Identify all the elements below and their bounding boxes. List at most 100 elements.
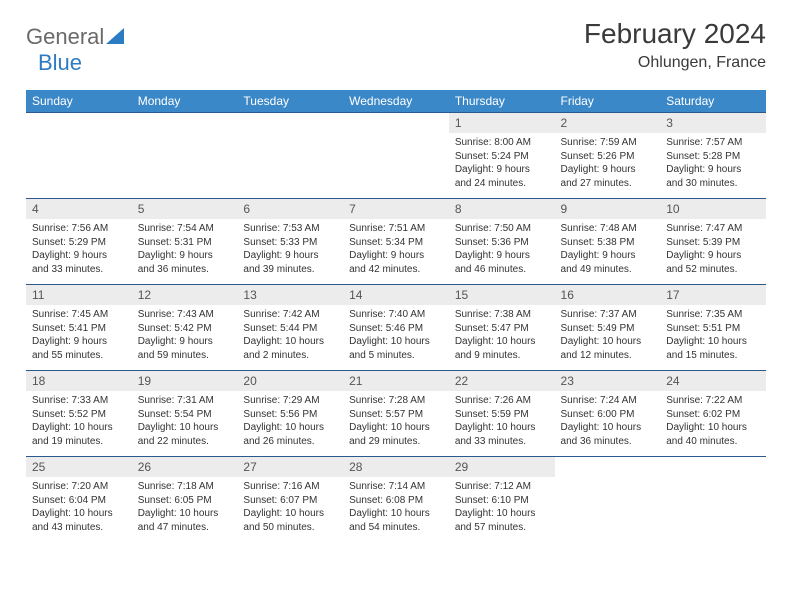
calendar-day: 10Sunrise: 7:47 AMSunset: 5:39 PMDayligh… (660, 199, 766, 285)
day-number: 25 (26, 457, 132, 477)
calendar-day: 17Sunrise: 7:35 AMSunset: 5:51 PMDayligh… (660, 285, 766, 371)
sunrise-line: Sunrise: 7:20 AM (32, 480, 126, 494)
day-info: Sunrise: 7:20 AMSunset: 6:04 PMDaylight:… (26, 477, 132, 540)
sunset-line: Sunset: 5:33 PM (243, 236, 337, 250)
calendar-week: 4Sunrise: 7:56 AMSunset: 5:29 PMDaylight… (26, 199, 766, 285)
day-info: Sunrise: 7:14 AMSunset: 6:08 PMDaylight:… (343, 477, 449, 540)
day-info: Sunrise: 7:40 AMSunset: 5:46 PMDaylight:… (343, 305, 449, 368)
sunrise-line: Sunrise: 7:26 AM (455, 394, 549, 408)
day-info: Sunrise: 7:12 AMSunset: 6:10 PMDaylight:… (449, 477, 555, 540)
sunset-line: Sunset: 5:59 PM (455, 408, 549, 422)
day-number: 13 (237, 285, 343, 305)
daylight-line: Daylight: 9 hours and 42 minutes. (349, 249, 443, 276)
daylight-line: Daylight: 9 hours and 49 minutes. (561, 249, 655, 276)
day-header: Monday (132, 90, 238, 113)
sunrise-line: Sunrise: 7:18 AM (138, 480, 232, 494)
day-number: 20 (237, 371, 343, 391)
day-info: Sunrise: 7:31 AMSunset: 5:54 PMDaylight:… (132, 391, 238, 454)
calendar-body: 1Sunrise: 8:00 AMSunset: 5:24 PMDaylight… (26, 113, 766, 543)
day-header: Saturday (660, 90, 766, 113)
daylight-line: Daylight: 9 hours and 46 minutes. (455, 249, 549, 276)
calendar-week: 25Sunrise: 7:20 AMSunset: 6:04 PMDayligh… (26, 457, 766, 543)
header: General Blue February 2024 Ohlungen, Fra… (26, 18, 766, 76)
day-number: 23 (555, 371, 661, 391)
sunrise-line: Sunrise: 7:16 AM (243, 480, 337, 494)
daylight-line: Daylight: 9 hours and 39 minutes. (243, 249, 337, 276)
calendar-day: 4Sunrise: 7:56 AMSunset: 5:29 PMDaylight… (26, 199, 132, 285)
daylight-line: Daylight: 10 hours and 54 minutes. (349, 507, 443, 534)
sunset-line: Sunset: 6:10 PM (455, 494, 549, 508)
calendar-week: 18Sunrise: 7:33 AMSunset: 5:52 PMDayligh… (26, 371, 766, 457)
daylight-line: Daylight: 10 hours and 40 minutes. (666, 421, 760, 448)
sunset-line: Sunset: 5:38 PM (561, 236, 655, 250)
daylight-line: Daylight: 9 hours and 59 minutes. (138, 335, 232, 362)
day-number: 19 (132, 371, 238, 391)
day-info: Sunrise: 7:51 AMSunset: 5:34 PMDaylight:… (343, 219, 449, 282)
daylight-line: Daylight: 10 hours and 36 minutes. (561, 421, 655, 448)
calendar-day: 27Sunrise: 7:16 AMSunset: 6:07 PMDayligh… (237, 457, 343, 543)
calendar-day: 19Sunrise: 7:31 AMSunset: 5:54 PMDayligh… (132, 371, 238, 457)
day-header: Friday (555, 90, 661, 113)
daylight-line: Daylight: 10 hours and 50 minutes. (243, 507, 337, 534)
sunrise-line: Sunrise: 7:33 AM (32, 394, 126, 408)
sunrise-line: Sunrise: 7:48 AM (561, 222, 655, 236)
calendar-empty (555, 457, 661, 543)
sunset-line: Sunset: 6:04 PM (32, 494, 126, 508)
day-header: Wednesday (343, 90, 449, 113)
daylight-line: Daylight: 10 hours and 5 minutes. (349, 335, 443, 362)
calendar-day: 15Sunrise: 7:38 AMSunset: 5:47 PMDayligh… (449, 285, 555, 371)
sunrise-line: Sunrise: 7:40 AM (349, 308, 443, 322)
sunset-line: Sunset: 6:08 PM (349, 494, 443, 508)
day-number: 22 (449, 371, 555, 391)
calendar-day: 14Sunrise: 7:40 AMSunset: 5:46 PMDayligh… (343, 285, 449, 371)
calendar-day: 2Sunrise: 7:59 AMSunset: 5:26 PMDaylight… (555, 113, 661, 199)
sunrise-line: Sunrise: 7:51 AM (349, 222, 443, 236)
day-info: Sunrise: 7:57 AMSunset: 5:28 PMDaylight:… (660, 133, 766, 196)
day-info: Sunrise: 7:43 AMSunset: 5:42 PMDaylight:… (132, 305, 238, 368)
calendar-day: 24Sunrise: 7:22 AMSunset: 6:02 PMDayligh… (660, 371, 766, 457)
calendar-week: 11Sunrise: 7:45 AMSunset: 5:41 PMDayligh… (26, 285, 766, 371)
location: Ohlungen, France (584, 54, 766, 72)
sunrise-line: Sunrise: 7:22 AM (666, 394, 760, 408)
calendar-day: 1Sunrise: 8:00 AMSunset: 5:24 PMDaylight… (449, 113, 555, 199)
sunset-line: Sunset: 5:34 PM (349, 236, 443, 250)
calendar-day: 22Sunrise: 7:26 AMSunset: 5:59 PMDayligh… (449, 371, 555, 457)
daylight-line: Daylight: 10 hours and 15 minutes. (666, 335, 760, 362)
day-number: 8 (449, 199, 555, 219)
daylight-line: Daylight: 10 hours and 19 minutes. (32, 421, 126, 448)
day-header: Sunday (26, 90, 132, 113)
logo-sail-icon (106, 26, 126, 49)
day-number: 26 (132, 457, 238, 477)
day-number: 27 (237, 457, 343, 477)
day-info: Sunrise: 7:16 AMSunset: 6:07 PMDaylight:… (237, 477, 343, 540)
sunrise-line: Sunrise: 7:54 AM (138, 222, 232, 236)
daylight-line: Daylight: 10 hours and 43 minutes. (32, 507, 126, 534)
day-info: Sunrise: 8:00 AMSunset: 5:24 PMDaylight:… (449, 133, 555, 196)
day-number: 5 (132, 199, 238, 219)
sunset-line: Sunset: 5:28 PM (666, 150, 760, 164)
daylight-line: Daylight: 10 hours and 29 minutes. (349, 421, 443, 448)
day-number: 21 (343, 371, 449, 391)
calendar-day: 6Sunrise: 7:53 AMSunset: 5:33 PMDaylight… (237, 199, 343, 285)
daylight-line: Daylight: 10 hours and 22 minutes. (138, 421, 232, 448)
calendar-day: 7Sunrise: 7:51 AMSunset: 5:34 PMDaylight… (343, 199, 449, 285)
sunrise-line: Sunrise: 7:56 AM (32, 222, 126, 236)
day-number: 29 (449, 457, 555, 477)
day-info: Sunrise: 7:50 AMSunset: 5:36 PMDaylight:… (449, 219, 555, 282)
daylight-line: Daylight: 10 hours and 47 minutes. (138, 507, 232, 534)
day-number: 12 (132, 285, 238, 305)
calendar-day: 8Sunrise: 7:50 AMSunset: 5:36 PMDaylight… (449, 199, 555, 285)
calendar-empty (660, 457, 766, 543)
month-title: February 2024 (584, 18, 766, 50)
sunset-line: Sunset: 5:57 PM (349, 408, 443, 422)
sunrise-line: Sunrise: 7:53 AM (243, 222, 337, 236)
day-info: Sunrise: 7:35 AMSunset: 5:51 PMDaylight:… (660, 305, 766, 368)
day-number: 10 (660, 199, 766, 219)
day-number: 7 (343, 199, 449, 219)
sunset-line: Sunset: 5:46 PM (349, 322, 443, 336)
sunset-line: Sunset: 5:54 PM (138, 408, 232, 422)
sunset-line: Sunset: 5:26 PM (561, 150, 655, 164)
day-number: 3 (660, 113, 766, 133)
sunrise-line: Sunrise: 7:31 AM (138, 394, 232, 408)
sunrise-line: Sunrise: 7:59 AM (561, 136, 655, 150)
